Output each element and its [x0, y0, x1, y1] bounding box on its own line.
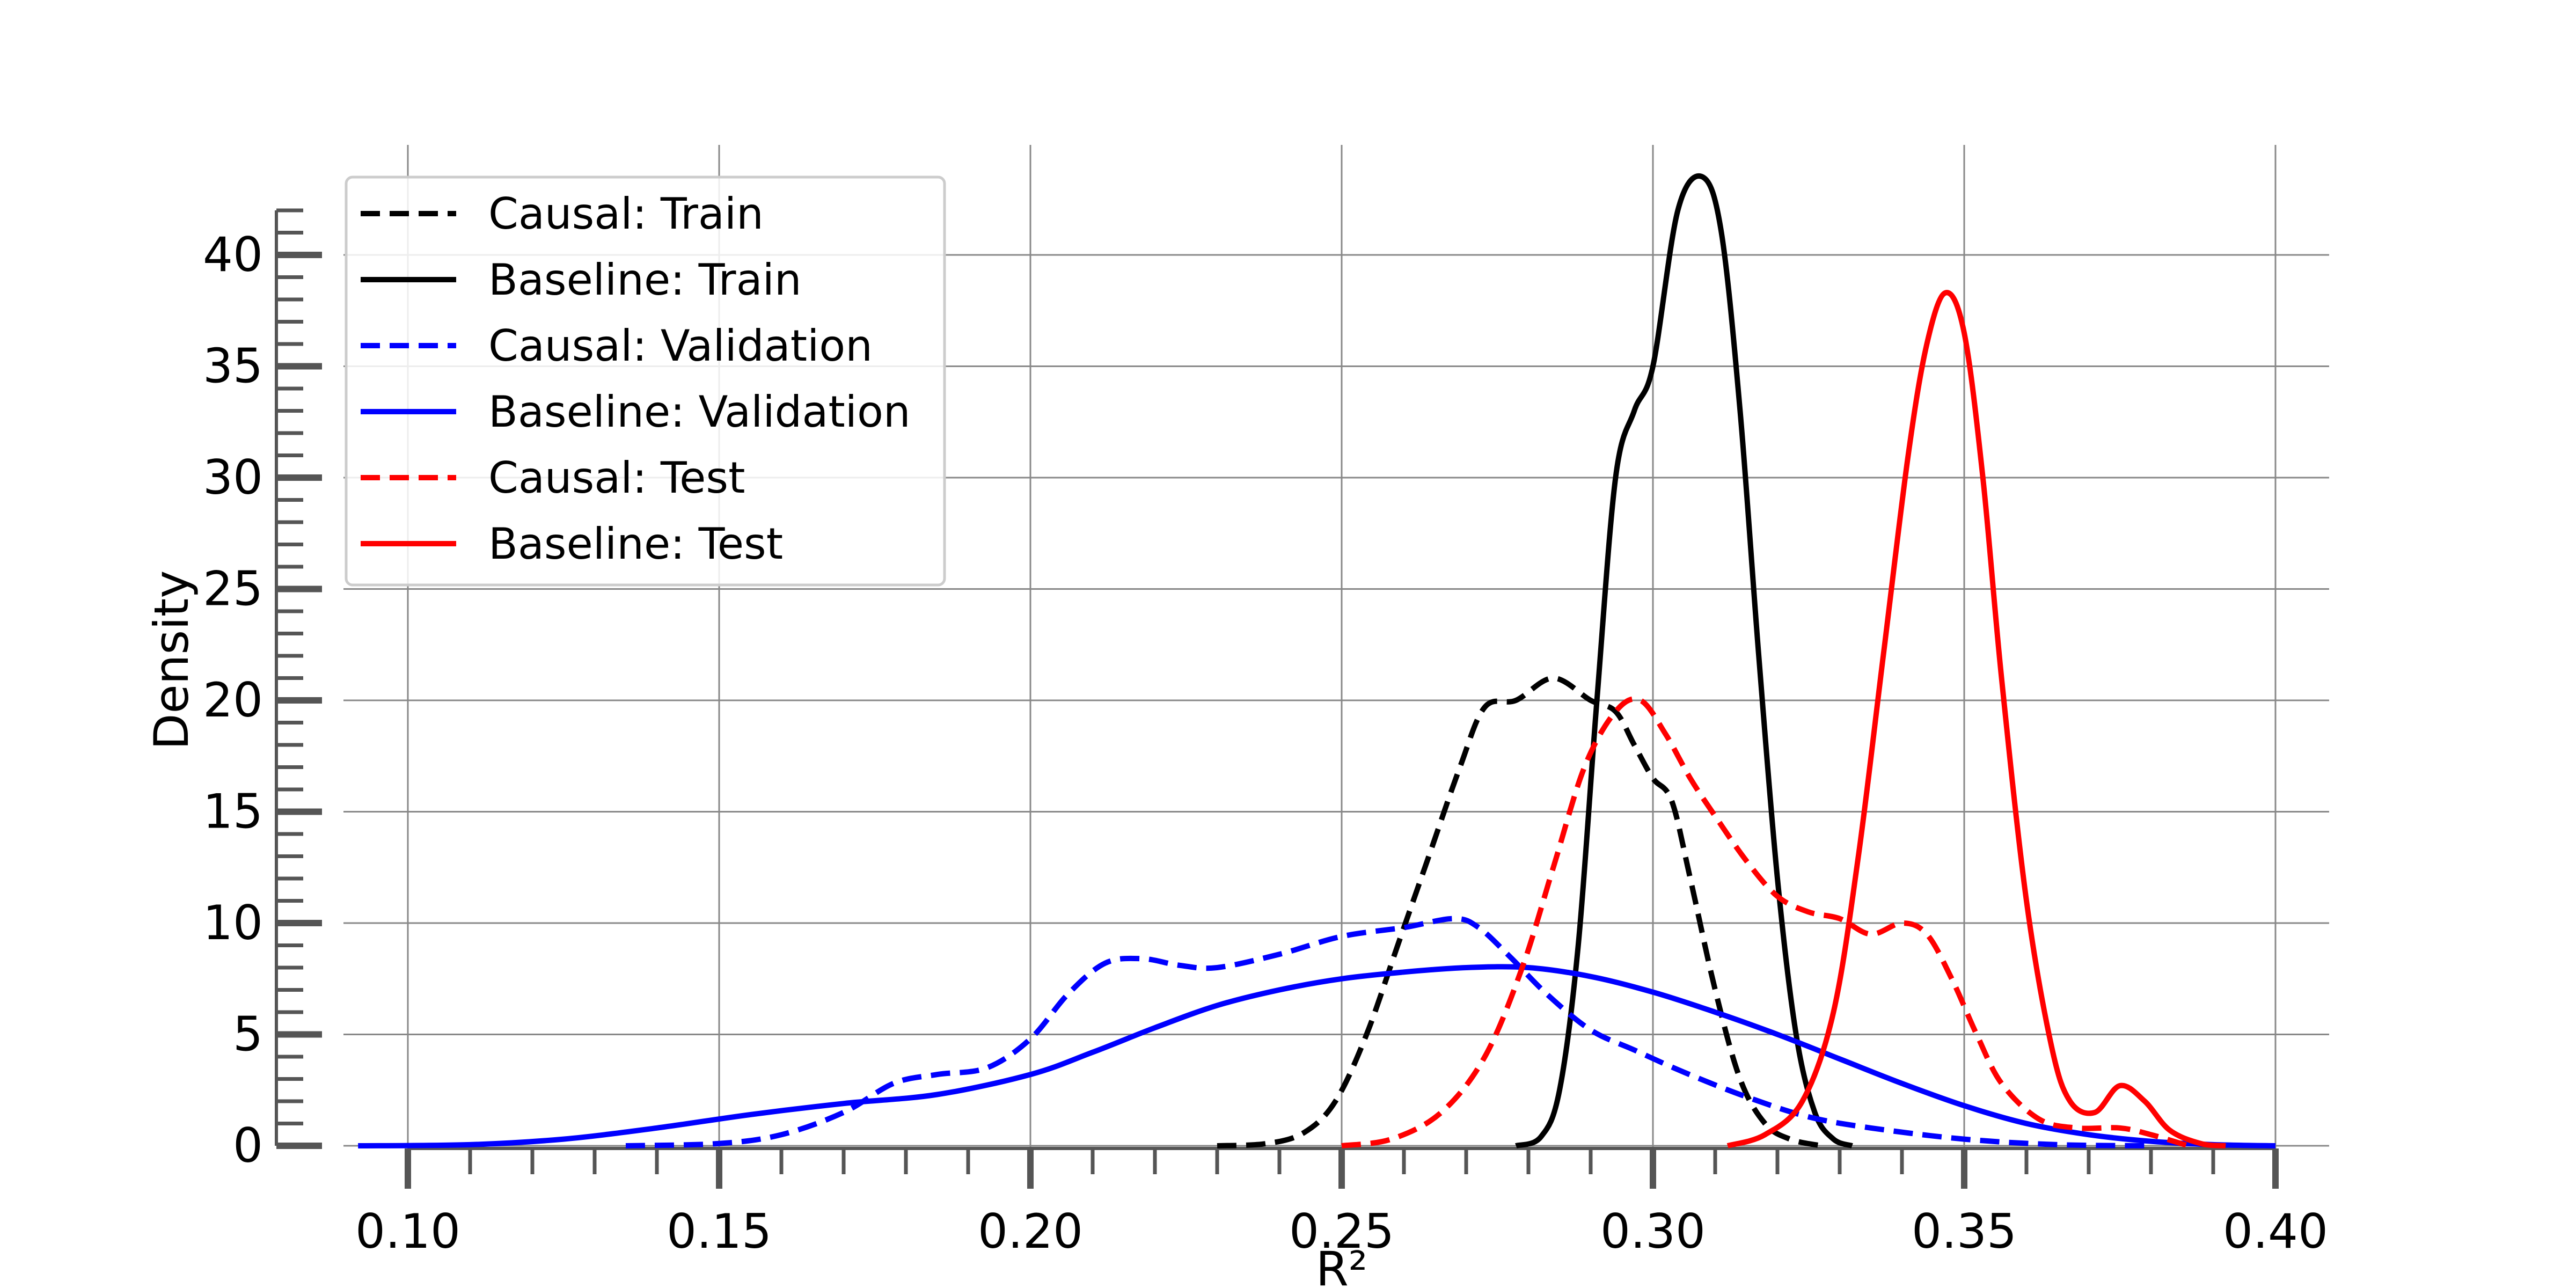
legend-label-baseline-test: Baseline: Test [488, 519, 783, 569]
x-axis-label: R² [1316, 1241, 1367, 1288]
series-line-baseline-train [1515, 173, 1853, 1148]
x-tick-label: 0.30 [1600, 1204, 1706, 1259]
x-tick-label: 0.10 [355, 1204, 460, 1259]
y-tick-label: 15 [203, 784, 263, 839]
series-line-causal-train [1217, 675, 1822, 1148]
x-tick-label: 0.25 [1289, 1204, 1394, 1259]
y-tick-label: 30 [203, 450, 263, 505]
grid-lines [343, 145, 2329, 1148]
series-line-baseline-test [1726, 290, 2226, 1148]
legend-label-baseline-validation: Baseline: Validation [488, 387, 911, 437]
legend-label-causal-train: Causal: Train [488, 189, 764, 239]
legend: Causal: Train Baseline: Train Causal: Vali… [345, 175, 946, 587]
legend-label-causal-validation: Causal: Validation [488, 321, 873, 371]
x-tick-label: 0.40 [2223, 1204, 2328, 1259]
legend-box [345, 175, 946, 587]
y-axis-label: Density [144, 570, 199, 750]
axes: 0.10 0.15 0.20 0.25 0.30 0.35 0.40 0 5 10 15 20 25 30… [203, 208, 2328, 1259]
x-tick-label: 0.35 [1912, 1204, 2017, 1259]
x-tick-label: 0.20 [978, 1204, 1083, 1259]
y-tick-label: 20 [203, 672, 263, 728]
y-tick-label: 10 [203, 895, 263, 950]
y-tick-label: 25 [203, 561, 263, 617]
legend-label-baseline-train: Baseline: Train [488, 255, 802, 305]
series-layer [358, 173, 2276, 1148]
series-line-baseline-validation [358, 964, 2276, 1148]
x-tick-label: 0.15 [667, 1204, 772, 1259]
y-tick-label: 5 [233, 1007, 263, 1062]
y-tick-label: 40 [203, 227, 263, 282]
series-line-causal-validation [625, 916, 2151, 1148]
y-tick-label: 0 [233, 1118, 263, 1173]
y-tick-label: 35 [203, 339, 263, 394]
series-line-causal-test [1341, 696, 2190, 1148]
legend-label-causal-test: Causal: Test [488, 453, 745, 503]
